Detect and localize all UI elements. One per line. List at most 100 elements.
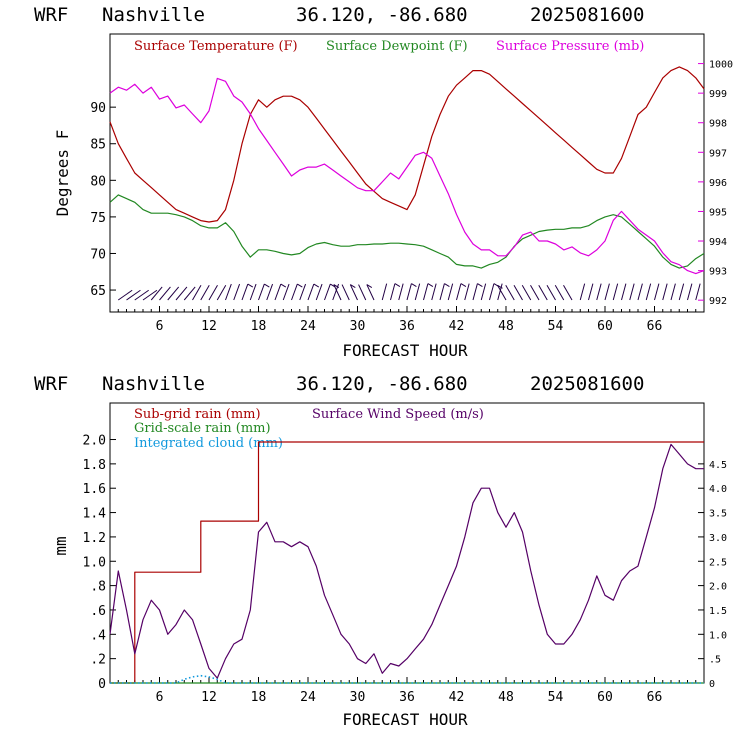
wind-barb: [134, 289, 149, 301]
wind-barb: [390, 283, 396, 301]
legend-surface-pressure: Surface Pressure (mb): [496, 39, 644, 54]
wind-barb: [381, 283, 388, 301]
wind-barb: [291, 283, 298, 301]
wind-barb: [670, 283, 676, 301]
bottom-header-coords: 36.120, -86.680: [296, 373, 468, 395]
wind-barb-flag: [497, 284, 503, 289]
x-tick-label: 36: [399, 690, 415, 705]
y2-tick-label: 2.0: [709, 582, 727, 593]
y2-tick-label: 994: [709, 237, 727, 248]
wind-barb-flag: [350, 284, 356, 289]
x-tick-label: 30: [350, 690, 366, 705]
wind-barb: [299, 283, 307, 301]
wind-barb: [167, 286, 180, 301]
bottom-series: [109, 441, 704, 684]
wind-barb: [497, 283, 503, 301]
y2-tick-label: 3.5: [709, 509, 727, 520]
top-header-model: WRF: [34, 4, 68, 26]
wind-barb-flag: [247, 283, 254, 288]
bottom-y2-ticks: 0 .5 1.0 1.5 2.0 2.5 3.0 3.5 4.0 4.5: [698, 460, 727, 690]
top-y-ticks: 65 70 75 80 85 90: [90, 101, 116, 299]
wind-barb: [579, 283, 586, 301]
bottom-y-axis-label: mm: [51, 536, 70, 555]
y-tick-label: 2.0: [83, 434, 106, 449]
y-tick-label: .8: [90, 580, 106, 595]
wind-barb: [398, 283, 404, 301]
bottom-y-ticks: 0 .2 .4 .6 .8 1.0 1.2 1.4 1.6 1.8 2.0: [83, 434, 116, 692]
wind-barbs: [117, 283, 701, 301]
series-line-3: [109, 443, 704, 679]
y2-tick-label: 0: [709, 679, 715, 690]
wind-barb: [175, 286, 188, 301]
wind-barb-flag: [366, 284, 373, 289]
top-x-axis-label: FORECAST HOUR: [342, 341, 468, 360]
y2-tick-label: 996: [709, 178, 727, 189]
wind-barb: [216, 285, 227, 301]
wind-barb: [249, 283, 257, 301]
y-tick-label: 65: [90, 284, 106, 299]
wind-barb: [307, 283, 315, 301]
x-tick-label: 48: [498, 319, 514, 334]
y-tick-label: 1.4: [83, 507, 107, 522]
y-tick-label: 75: [90, 211, 106, 226]
y2-tick-label: 997: [709, 148, 727, 159]
wind-barb: [126, 289, 141, 301]
wind-barb: [521, 285, 532, 301]
wind-barb-flag: [427, 283, 434, 288]
wind-barb-flag: [264, 283, 270, 288]
wind-barb: [530, 285, 540, 301]
wind-barb: [546, 285, 556, 301]
x-tick-label: 54: [548, 690, 564, 705]
wind-barb: [225, 283, 232, 301]
y-tick-label: 1.6: [83, 482, 106, 497]
wind-barb-flag: [411, 283, 417, 288]
wind-barb: [274, 283, 282, 301]
wind-barb-flag: [313, 283, 320, 288]
wind-barb: [456, 283, 462, 301]
wind-barb: [513, 285, 523, 301]
legend-surface-wind-speed: Surface Wind Speed (m/s): [312, 407, 484, 422]
bottom-x-ticks: 6 12 18 24 30 36 42 48 54 60 66: [117, 677, 697, 705]
x-tick-label: 24: [300, 690, 316, 705]
wind-barb: [366, 284, 375, 301]
wind-barb: [629, 283, 635, 301]
wind-barb: [489, 283, 495, 301]
wind-barb: [505, 285, 515, 301]
series-line-0: [110, 441, 704, 684]
y2-tick-label: 3.0: [709, 533, 727, 544]
x-tick-label: 42: [449, 319, 465, 334]
wind-barb: [406, 283, 412, 301]
wind-barb: [241, 283, 249, 301]
y-tick-label: 1.0: [83, 555, 106, 570]
legend-surface-temperature: Surface Temperature (F): [134, 39, 298, 54]
y2-tick-label: 2.5: [709, 557, 727, 568]
wind-barb-flag: [394, 283, 401, 288]
y-tick-label: .4: [90, 628, 106, 643]
x-tick-label: 54: [548, 319, 564, 334]
wind-barb: [612, 283, 619, 301]
y2-tick-label: .5: [709, 655, 721, 666]
x-tick-label: 42: [449, 690, 465, 705]
wind-barb-flag: [280, 283, 287, 288]
wind-barb: [563, 285, 573, 301]
top-series: [109, 66, 705, 275]
wind-barb: [596, 283, 602, 301]
wind-barb-flag: [333, 284, 340, 289]
top-header-run: 2025081600: [530, 4, 644, 26]
wind-barb-flag: [477, 283, 483, 288]
x-tick-label: 60: [597, 690, 613, 705]
x-tick-label: 12: [201, 319, 217, 334]
x-tick-label: 18: [251, 319, 267, 334]
x-tick-label: 6: [156, 690, 164, 705]
wind-barb: [324, 283, 331, 301]
wind-barb: [414, 283, 421, 301]
top-x-ticks: 6 12 18 24 30 36 42 48 54 60 66: [117, 306, 697, 334]
series-line-0: [109, 66, 705, 223]
y2-tick-label: 4.5: [709, 460, 727, 471]
wind-barb: [183, 286, 196, 301]
top-header-coords: 36.120, -86.680: [296, 4, 468, 26]
x-tick-label: 36: [399, 319, 415, 334]
wind-barb: [695, 283, 701, 301]
top-header-location: Nashville: [102, 4, 205, 26]
series-line-2: [110, 674, 704, 684]
